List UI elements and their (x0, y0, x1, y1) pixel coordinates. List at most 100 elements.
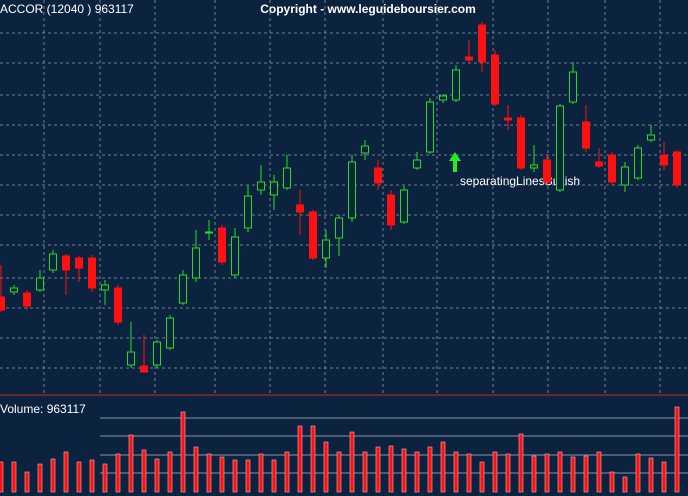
candle-body (309, 211, 317, 259)
volume-bar (466, 453, 472, 493)
volume-bar (115, 453, 121, 493)
candle-body (88, 257, 96, 289)
candle-body (530, 164, 538, 169)
candle-body (569, 71, 577, 103)
candle-body (413, 159, 421, 169)
candle-body (114, 287, 122, 323)
volume-bar (388, 445, 394, 493)
volume-bar (50, 458, 56, 493)
volume-bar (128, 434, 134, 493)
candle-body (647, 134, 655, 141)
volume-bar (505, 453, 511, 493)
volume-bar (635, 453, 641, 493)
candle-body (426, 101, 434, 153)
candle-body (595, 161, 603, 167)
volume-bar (24, 471, 30, 493)
volume-bar (375, 446, 381, 493)
candle-body (478, 24, 486, 63)
volume-bar (453, 451, 459, 493)
copyright: Copyright - www.leguideboursier.com (260, 2, 476, 16)
candle-body (140, 365, 148, 373)
volume-bar (154, 458, 160, 493)
candle-body (192, 247, 200, 279)
volume-bar (102, 463, 108, 493)
candle-body (205, 231, 213, 234)
volume-bar (63, 451, 69, 493)
candle-body (439, 95, 447, 101)
volume-bar (245, 459, 251, 493)
candle-body (283, 167, 291, 189)
volume-bar (76, 461, 82, 493)
volume-bar (362, 451, 368, 493)
candle-body (10, 287, 18, 293)
volume-bar (258, 453, 264, 493)
volume-bar (479, 461, 485, 493)
candle-body (322, 239, 330, 259)
price-title: ACCOR (12040 ) 963117 (0, 2, 134, 16)
candle-body (62, 255, 70, 271)
volume-bar (310, 425, 316, 493)
candle-body (374, 167, 382, 184)
candle-body (348, 161, 356, 219)
candle-body (543, 159, 551, 183)
candle-body (218, 227, 226, 263)
candle-body (673, 151, 681, 186)
volume-bar (37, 463, 43, 493)
candle-body (491, 54, 499, 105)
volume-bar (648, 457, 654, 493)
candle-body (556, 105, 564, 191)
candle-body (400, 189, 408, 223)
volume-bar (661, 461, 667, 493)
candle-body (179, 274, 187, 304)
candle-body (101, 284, 109, 291)
candle-body (361, 145, 369, 154)
candle-body (582, 121, 590, 149)
candle-body (36, 277, 44, 291)
volume-bar (141, 449, 147, 493)
candle-body (244, 195, 252, 229)
candle-body (270, 181, 278, 196)
candle-body (517, 117, 525, 169)
candle-body (23, 292, 31, 307)
volume-bar (583, 455, 589, 493)
volume-bar (492, 451, 498, 493)
candle-body (49, 253, 57, 271)
volume-bar (349, 431, 355, 493)
volume-bar (518, 433, 524, 493)
volume-bar (232, 459, 238, 493)
volume-bar (440, 441, 446, 493)
volume-bar (544, 453, 550, 493)
candle-body (75, 257, 83, 269)
volume-bar (414, 451, 420, 493)
volume-bar (323, 441, 329, 493)
candle-body (335, 217, 343, 239)
candle-body (231, 236, 239, 276)
volume-bar (596, 451, 602, 493)
candle-body (465, 56, 473, 61)
volume-bar (401, 448, 407, 493)
volume-bar (570, 456, 576, 493)
volume-bar (206, 453, 212, 493)
volume-title: Volume: 963117 (0, 402, 86, 416)
candle-body (452, 69, 460, 101)
volume-bar (622, 476, 628, 493)
candle-body (387, 194, 395, 226)
candle-body (621, 166, 629, 186)
volume-bar (180, 411, 186, 493)
candle-body (127, 351, 135, 366)
candle-body (634, 147, 642, 179)
volume-bar (336, 451, 342, 493)
volume-bar (193, 446, 199, 493)
candle-body (504, 117, 512, 121)
volume-bar (674, 406, 680, 493)
candle-body (153, 341, 161, 366)
volume-bar (531, 455, 537, 493)
volume-bar (284, 451, 290, 493)
volume-bar (609, 471, 615, 493)
candle-body (296, 204, 304, 213)
volume-bar (271, 459, 277, 493)
candle-body (257, 181, 265, 191)
volume-bar (297, 425, 303, 493)
